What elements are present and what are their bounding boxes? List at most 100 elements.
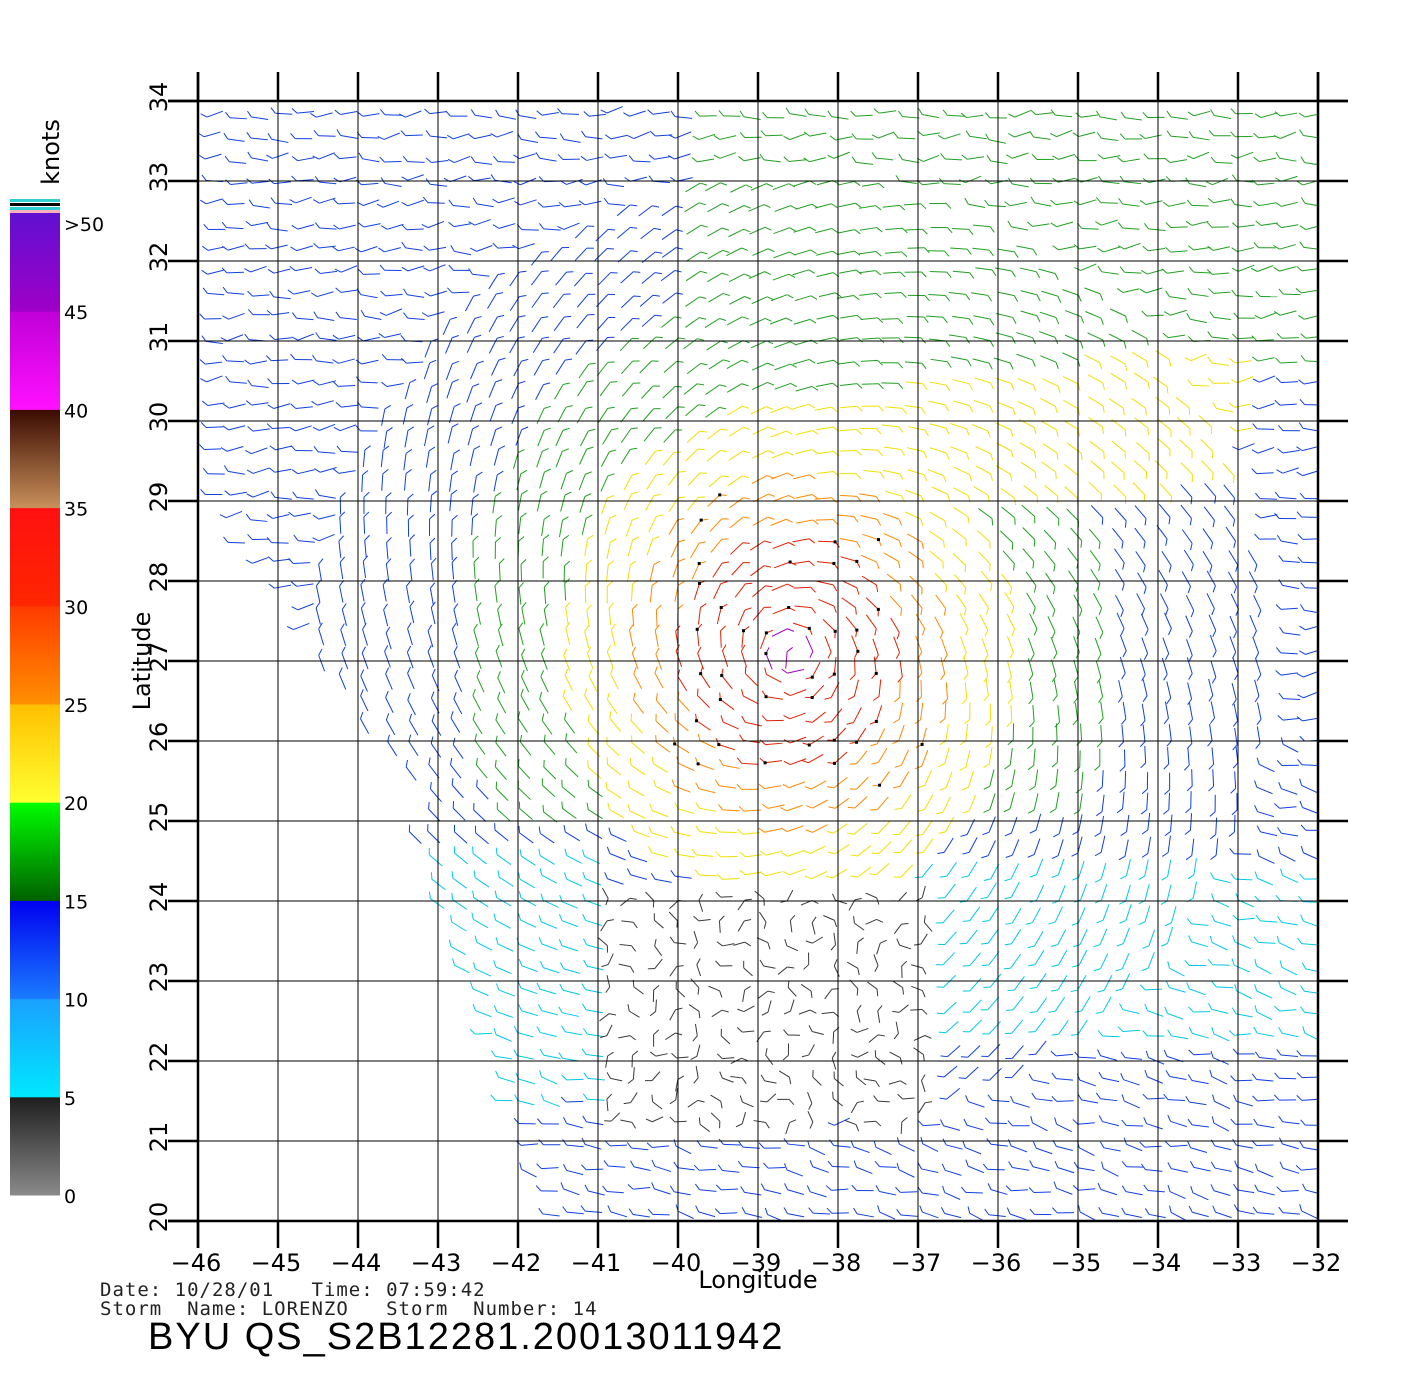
wind-barb [290,353,313,361]
wind-barb [1185,791,1192,814]
wind-barb [1228,402,1252,408]
wind-barb [759,629,774,650]
wind-barb [665,1032,683,1041]
wind-barb [694,757,715,771]
wind-barb [928,293,951,302]
wind-barb [1109,308,1128,323]
wind-barb [771,628,795,637]
wind-barb [290,581,314,587]
wind-barb [718,1138,741,1146]
wind-barb [1166,681,1172,705]
wind-barb [1273,131,1297,139]
wind-barb [620,897,637,907]
wind-barb [750,340,774,349]
wind-barb [883,533,902,548]
wind-barb [466,383,480,403]
colorbar-tick-label: 25 [64,695,88,717]
wind-barb [673,848,695,858]
wind-barb [1252,423,1275,430]
wind-barb [332,381,356,387]
wind-barb [1207,356,1229,366]
wind-barb [383,603,389,627]
wind-barb [1232,443,1255,451]
wind-barb [844,1119,860,1132]
wind-barb [513,1117,536,1125]
wind-barb [1097,1182,1118,1196]
wind-barb [1275,377,1299,384]
latitude-tick-label: 27 [145,642,173,673]
wind-barb [581,1048,603,1058]
wind-barb [859,251,882,257]
wind-barb [1298,112,1318,118]
wind-barb [838,202,862,208]
wind-barb [686,362,708,375]
wind-barb [728,273,751,283]
wind-barb [959,886,977,903]
wind-barb [1064,464,1079,483]
wind-barb [564,712,576,734]
wind-barb [576,314,595,329]
wind-barb [402,404,414,425]
wind-barb [424,290,447,297]
wind-barb [340,623,347,647]
wind-barb [1097,1049,1118,1061]
wind-barb [631,824,650,838]
wind-barb [1251,356,1275,362]
wind-barb [1029,1160,1050,1172]
wind-barb [448,221,471,228]
wind-barb [341,646,349,670]
wind-barb [400,130,423,137]
wind-barb [1211,914,1232,927]
wind-barb [623,1092,638,1105]
wind-barb [516,223,539,231]
wind-barb [1119,266,1142,274]
wind-barb [671,779,691,793]
wind-barb [962,837,978,855]
wind-barb [1063,399,1081,416]
wind-barb [558,939,579,952]
wind-barb [406,493,414,516]
wind-barb [1297,556,1318,564]
wind-barb [824,988,839,1000]
longitude-tick-label: −39 [731,1249,782,1277]
wind-barb [751,296,774,305]
wind-barb [290,245,314,252]
wind-barb [1181,571,1191,594]
wind-barb [1165,980,1186,993]
wind-barb [380,109,402,116]
wind-barb [1051,1095,1074,1102]
wind-barb [1280,737,1299,753]
wind-barb [1206,570,1216,593]
wind-barb [244,265,267,273]
wind-barb [1251,468,1274,475]
wind-barb [1073,244,1097,250]
colorbar-cap [10,199,60,202]
wind-barb [1076,1140,1095,1157]
wind-barb [536,1026,557,1037]
wind-barb [916,679,922,703]
wind-barb [1051,1072,1074,1081]
wind-barb [587,779,603,798]
wind-barb [960,1045,981,1058]
wind-barb [1137,572,1147,595]
wind-barb [1232,222,1255,228]
wind-barb [429,781,442,803]
wind-barb [937,133,961,140]
wind-barb [660,270,682,282]
wind-barb [982,906,1000,923]
wind-barb [1144,1069,1164,1084]
wind-barb [978,593,989,615]
wind-barb [448,403,461,424]
wind-barb [269,290,291,300]
wind-barb [1051,1019,1069,1036]
wind-barb [1209,794,1216,817]
wind-barb [770,430,793,438]
wind-barb [541,514,551,537]
wind-barb [715,1184,739,1191]
wind-barb [1296,1050,1318,1057]
wind-barb [543,581,550,604]
wind-barb [1040,398,1058,414]
wind-barb [1273,1094,1297,1101]
wind-barb [490,131,514,138]
